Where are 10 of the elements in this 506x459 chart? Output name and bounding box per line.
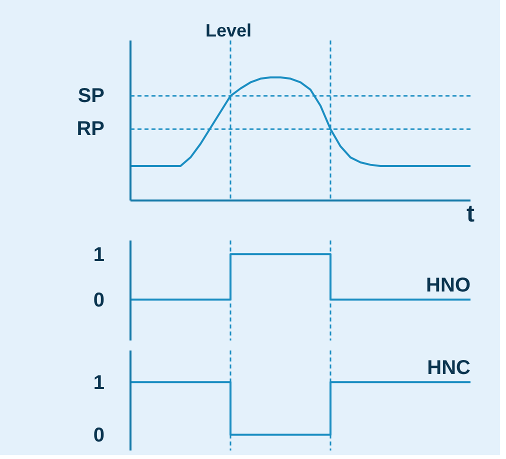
x-axis-title: t	[466, 200, 475, 228]
y-axis-title: Level	[206, 20, 252, 40]
y-tick-label: 0	[93, 424, 104, 447]
ref-line-label: SP	[78, 84, 105, 107]
y-tick-label: 1	[93, 372, 104, 394]
y-tick-label: 0	[93, 290, 104, 312]
series-label: HNO	[426, 274, 471, 297]
ref-line-label: RP	[76, 118, 105, 140]
y-tick-label: 1	[93, 244, 104, 266]
series-label: HNC	[427, 357, 471, 380]
